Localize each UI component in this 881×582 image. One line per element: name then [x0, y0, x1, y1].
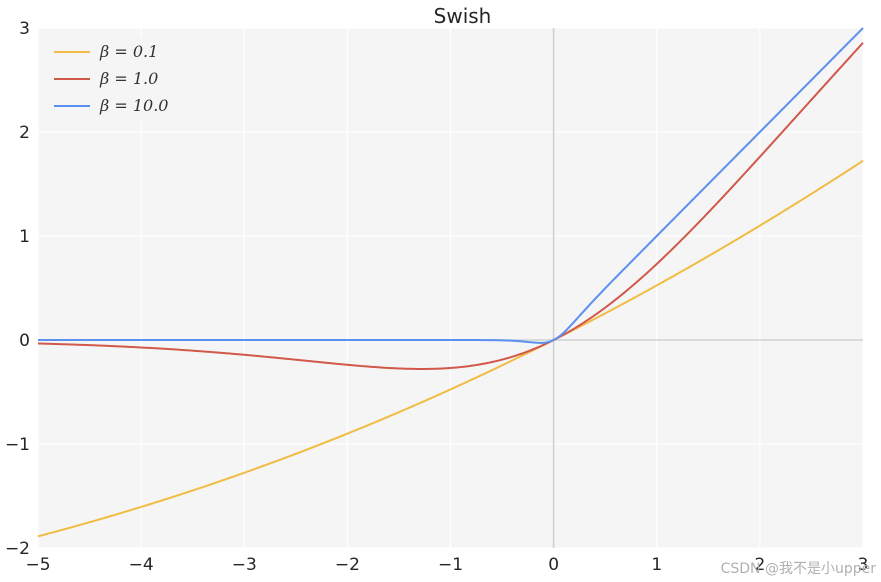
tick-labels: −5 −4 −3 −2 −1 0 1 2 3 −2 −1 0 1 2 3: [5, 19, 868, 575]
x-tick-label: −2: [335, 555, 360, 575]
legend-label-1: β = 1.0: [99, 69, 158, 88]
x-tick-label: −4: [129, 555, 154, 575]
legend-label-2: β = 10.0: [99, 96, 168, 115]
x-tick-label: −3: [232, 555, 257, 575]
watermark-text: CSDN @我不是小upper: [721, 561, 877, 577]
y-tick-label: 0: [19, 331, 30, 351]
x-tick-label: 1: [651, 555, 662, 575]
x-tick-label: −1: [438, 555, 463, 575]
series-lines: [37, 27, 864, 538]
y-tick-label: 3: [19, 19, 30, 39]
x-tick-label: 0: [548, 555, 559, 575]
series-line-1: [37, 42, 864, 370]
grid-lines: [37, 27, 864, 549]
y-tick-label: −2: [5, 539, 30, 559]
x-tick-label: −5: [25, 555, 50, 575]
x-tick-label: 2: [754, 555, 765, 575]
series-line-0: [37, 159, 864, 538]
chart-title: Swish: [434, 4, 492, 28]
legend-label-0: β = 0.1: [99, 42, 158, 61]
y-tick-label: 1: [19, 227, 30, 247]
series-line-2: [38, 27, 864, 344]
x-tick-label: 3: [858, 555, 869, 575]
legend: β = 0.1 β = 1.0 β = 10.0: [46, 36, 174, 122]
y-tick-label: 2: [19, 123, 30, 143]
legend-box: [46, 36, 174, 122]
y-tick-label: −1: [5, 435, 30, 455]
